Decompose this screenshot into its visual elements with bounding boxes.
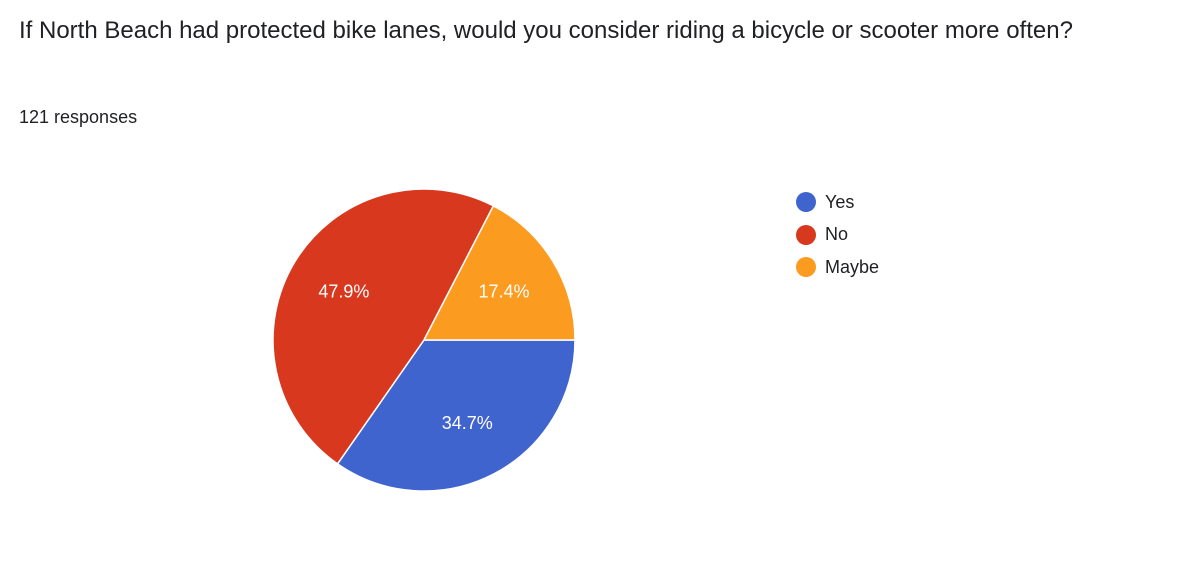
question-title: If North Beach had protected bike lanes,… — [19, 17, 1073, 44]
slice-label-no: 47.9% — [318, 282, 369, 302]
legend-label: Maybe — [825, 256, 880, 277]
pie-slice-maybe[interactable] — [422, 204, 576, 341]
legend-label: No — [825, 224, 849, 245]
chart-legend: Yes No Maybe — [796, 186, 879, 284]
slice-label-maybe: 17.4% — [478, 281, 529, 301]
legend-swatch-icon — [796, 257, 816, 278]
legend-swatch-icon — [796, 192, 816, 213]
pie-chart: 34.7% 47.9% 17.4% — [272, 188, 576, 492]
legend-item-no[interactable]: No — [796, 219, 879, 252]
response-count: 121 responses — [19, 107, 138, 127]
legend-label: Yes — [825, 191, 855, 212]
pie-slice-yes[interactable] — [336, 339, 576, 492]
pie-slice-no[interactable] — [272, 188, 495, 465]
legend-swatch-icon — [796, 224, 816, 245]
legend-item-maybe[interactable]: Maybe — [796, 251, 879, 284]
slice-label-yes: 34.7% — [442, 413, 493, 433]
legend-item-yes[interactable]: Yes — [796, 186, 879, 219]
